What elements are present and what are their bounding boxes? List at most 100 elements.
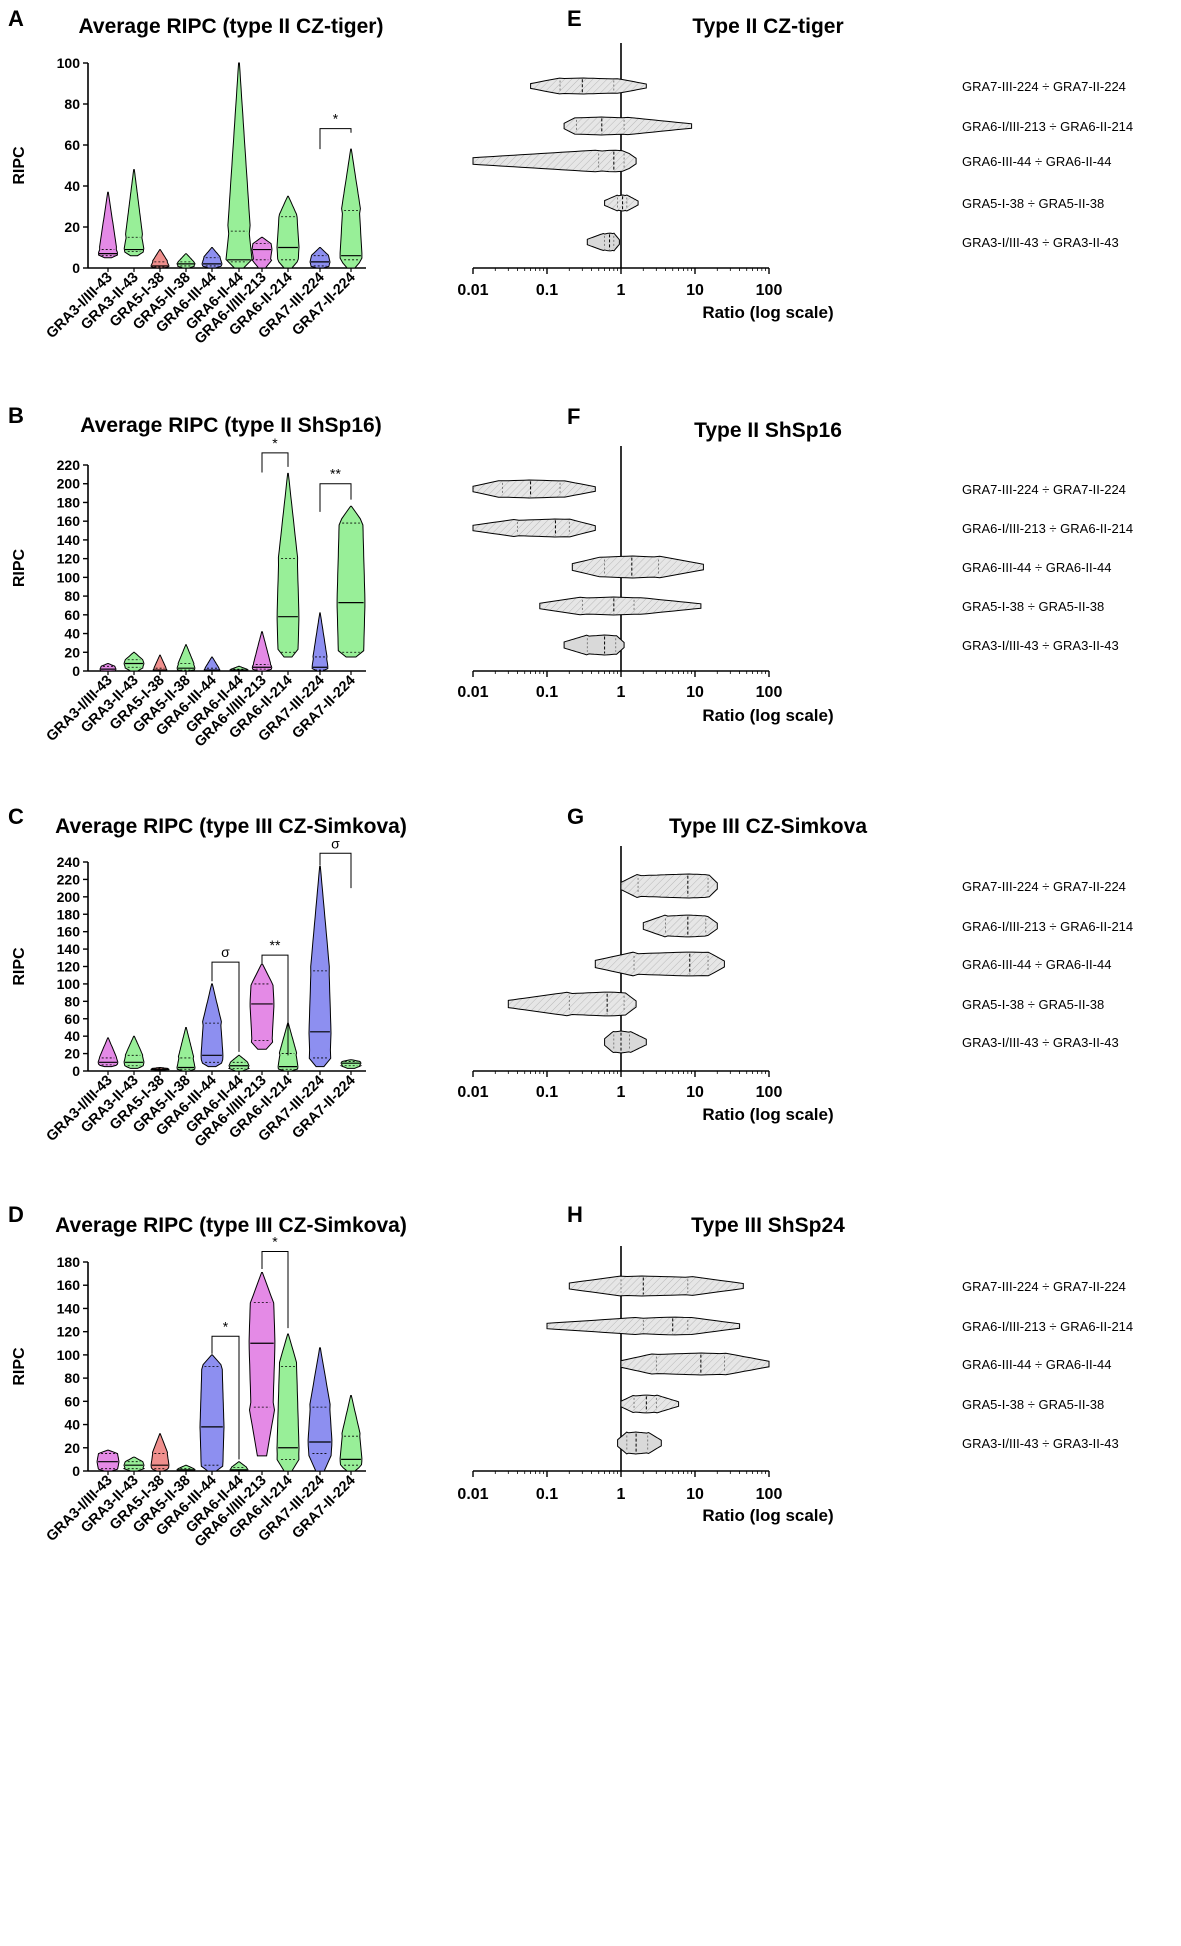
violin-4 <box>176 1027 196 1072</box>
x-tick-label: 100 <box>756 684 783 701</box>
violin-8 <box>276 1333 300 1472</box>
y-tick-label: 140 <box>57 941 81 957</box>
x-axis-label: Ratio (log scale) <box>702 1105 833 1124</box>
panel-letter: H <box>567 1202 583 1227</box>
y-tick-label: 140 <box>57 1300 81 1316</box>
significance-bracket <box>261 954 289 1056</box>
row-label: GRA6-I/III-213 ÷ GRA6-II-214 <box>962 521 1133 536</box>
ratio-violin-3 <box>571 555 704 579</box>
y-tick-label: 0 <box>72 1063 80 1079</box>
violin-panel-b: B Average RIPC (type II ShSp16) RIPC 0 20 40 6… <box>8 403 382 750</box>
row-label: GRA3-I/III-43 ÷ GRA3-II-43 <box>962 638 1119 653</box>
y-tick-label: 120 <box>57 551 81 567</box>
violin-panel-d: D Average RIPC (type III CZ-Simkova) RIPC 0… <box>8 1202 407 1550</box>
ratio-violin-4 <box>604 194 639 212</box>
violin-10 <box>336 505 366 658</box>
y-tick-label: 160 <box>57 1277 81 1293</box>
y-tick-label: 20 <box>64 1046 80 1062</box>
row-label: GRA6-I/III-213 ÷ GRA6-II-214 <box>962 1319 1133 1334</box>
significance-bracket <box>211 961 240 1052</box>
ratio-violin-1 <box>472 479 596 499</box>
ratio-panel-f: F Type II ShSp16 0.01 0.1 1 10 100 Ratio (log s… <box>457 404 1133 725</box>
ratio-panel-e: E Type II CZ-tiger 0.01 0.1 1 10 100 Ratio (log… <box>457 6 1133 322</box>
x-tick-label: 10 <box>686 684 704 701</box>
violin-7 <box>251 631 273 672</box>
y-axis-label: RIPC <box>11 1347 28 1386</box>
chart-title: Average RIPC (type II ShSp16) <box>80 414 381 437</box>
ratio-violin-1 <box>568 1275 744 1297</box>
panel-letter: E <box>567 6 582 31</box>
significance-label: ** <box>330 466 341 482</box>
y-tick-label: 60 <box>64 607 80 623</box>
x-tick-label: 100 <box>756 1084 783 1101</box>
y-tick-label: 160 <box>57 924 81 940</box>
significance-bracket <box>261 452 289 473</box>
row-label: GRA5-I-38 ÷ GRA5-II-38 <box>962 1397 1104 1412</box>
violin-4 <box>176 644 196 672</box>
x-tick-label: 0.01 <box>457 282 488 299</box>
violin-panel-c: C Average RIPC (type III CZ-Simkova) RIPC 0… <box>8 804 407 1150</box>
x-tick-label: 100 <box>756 282 783 299</box>
y-tick-label: 220 <box>57 457 81 473</box>
y-tick-label: 100 <box>57 1347 81 1363</box>
significance-label: * <box>272 435 278 451</box>
row-label: GRA6-I/III-213 ÷ GRA6-II-214 <box>962 919 1133 934</box>
y-tick-label: 100 <box>57 55 81 71</box>
y-tick-label: 0 <box>72 663 80 679</box>
row-label: GRA6-III-44 ÷ GRA6-II-44 <box>962 1357 1111 1372</box>
y-tick-label: 40 <box>64 178 80 194</box>
y-tick-label: 0 <box>72 260 80 276</box>
ratio-violin-4 <box>507 991 637 1017</box>
x-tick-label: 10 <box>686 1486 704 1503</box>
row-label: GRA3-I/III-43 ÷ GRA3-II-43 <box>962 1035 1119 1050</box>
ratio-violin-2 <box>563 116 693 136</box>
panel-letter: B <box>8 403 24 428</box>
row-label: GRA3-I/III-43 ÷ GRA3-II-43 <box>962 235 1119 250</box>
ratio-panel-g: G Type III CZ-Simkova 0.01 0.1 1 10 100 Ratio (… <box>457 804 1133 1124</box>
ratio-violin-2 <box>642 914 718 938</box>
violin-7 <box>248 1272 276 1457</box>
row-label: GRA7-III-224 ÷ GRA7-II-224 <box>962 1279 1126 1294</box>
y-tick-label: 200 <box>57 476 81 492</box>
x-axis-label: Ratio (log scale) <box>702 1506 833 1525</box>
y-tick-label: 40 <box>64 1417 80 1433</box>
y-tick-label: 20 <box>64 644 80 660</box>
violin-10 <box>339 1059 363 1069</box>
y-axis-label: RIPC <box>11 548 28 587</box>
row-label: GRA6-I/III-213 ÷ GRA6-II-214 <box>962 119 1133 134</box>
y-tick-label: 40 <box>64 626 80 642</box>
x-tick-label: 0.01 <box>457 684 488 701</box>
violin-3 <box>150 249 170 269</box>
violin-10 <box>339 1395 363 1472</box>
violin-5 <box>203 656 221 672</box>
violin-9 <box>308 865 332 1068</box>
row-label: GRA5-I-38 ÷ GRA5-II-38 <box>962 196 1104 211</box>
y-tick-label: 120 <box>57 959 81 975</box>
x-tick-label: 0.01 <box>457 1084 488 1101</box>
violin-3 <box>150 1433 170 1472</box>
chart-title: Average RIPC (type III CZ-Simkova) <box>55 1214 407 1237</box>
row-label: GRA7-III-224 ÷ GRA7-II-224 <box>962 879 1126 894</box>
x-tick-label: 10 <box>686 282 704 299</box>
chart-title: Average RIPC (type II CZ-tiger) <box>79 15 384 38</box>
violin-panel-a: A Average RIPC (type II CZ-tiger) RIPC 0 20 4… <box>8 6 383 347</box>
y-tick-label: 80 <box>64 993 80 1009</box>
violin-5 <box>199 1354 225 1472</box>
chart-title: Type II ShSp16 <box>694 419 842 442</box>
y-axis-label: RIPC <box>11 146 28 185</box>
panel-letter: A <box>8 6 24 31</box>
ratio-violin-2 <box>546 1316 741 1336</box>
violin-8 <box>276 195 300 269</box>
row-label: GRA6-III-44 ÷ GRA6-II-44 <box>962 154 1111 169</box>
ratio-violin-5 <box>617 1431 662 1455</box>
row-label: GRA7-III-224 ÷ GRA7-II-224 <box>962 79 1126 94</box>
y-tick-label: 140 <box>57 532 81 548</box>
violin-5 <box>200 983 224 1068</box>
violin-1 <box>96 1449 120 1472</box>
violin-2 <box>123 1035 145 1069</box>
x-tick-label: 0.1 <box>536 1486 558 1503</box>
row-label: GRA7-III-224 ÷ GRA7-II-224 <box>962 482 1126 497</box>
x-tick-label: 0.1 <box>536 282 558 299</box>
y-tick-label: 200 <box>57 889 81 905</box>
